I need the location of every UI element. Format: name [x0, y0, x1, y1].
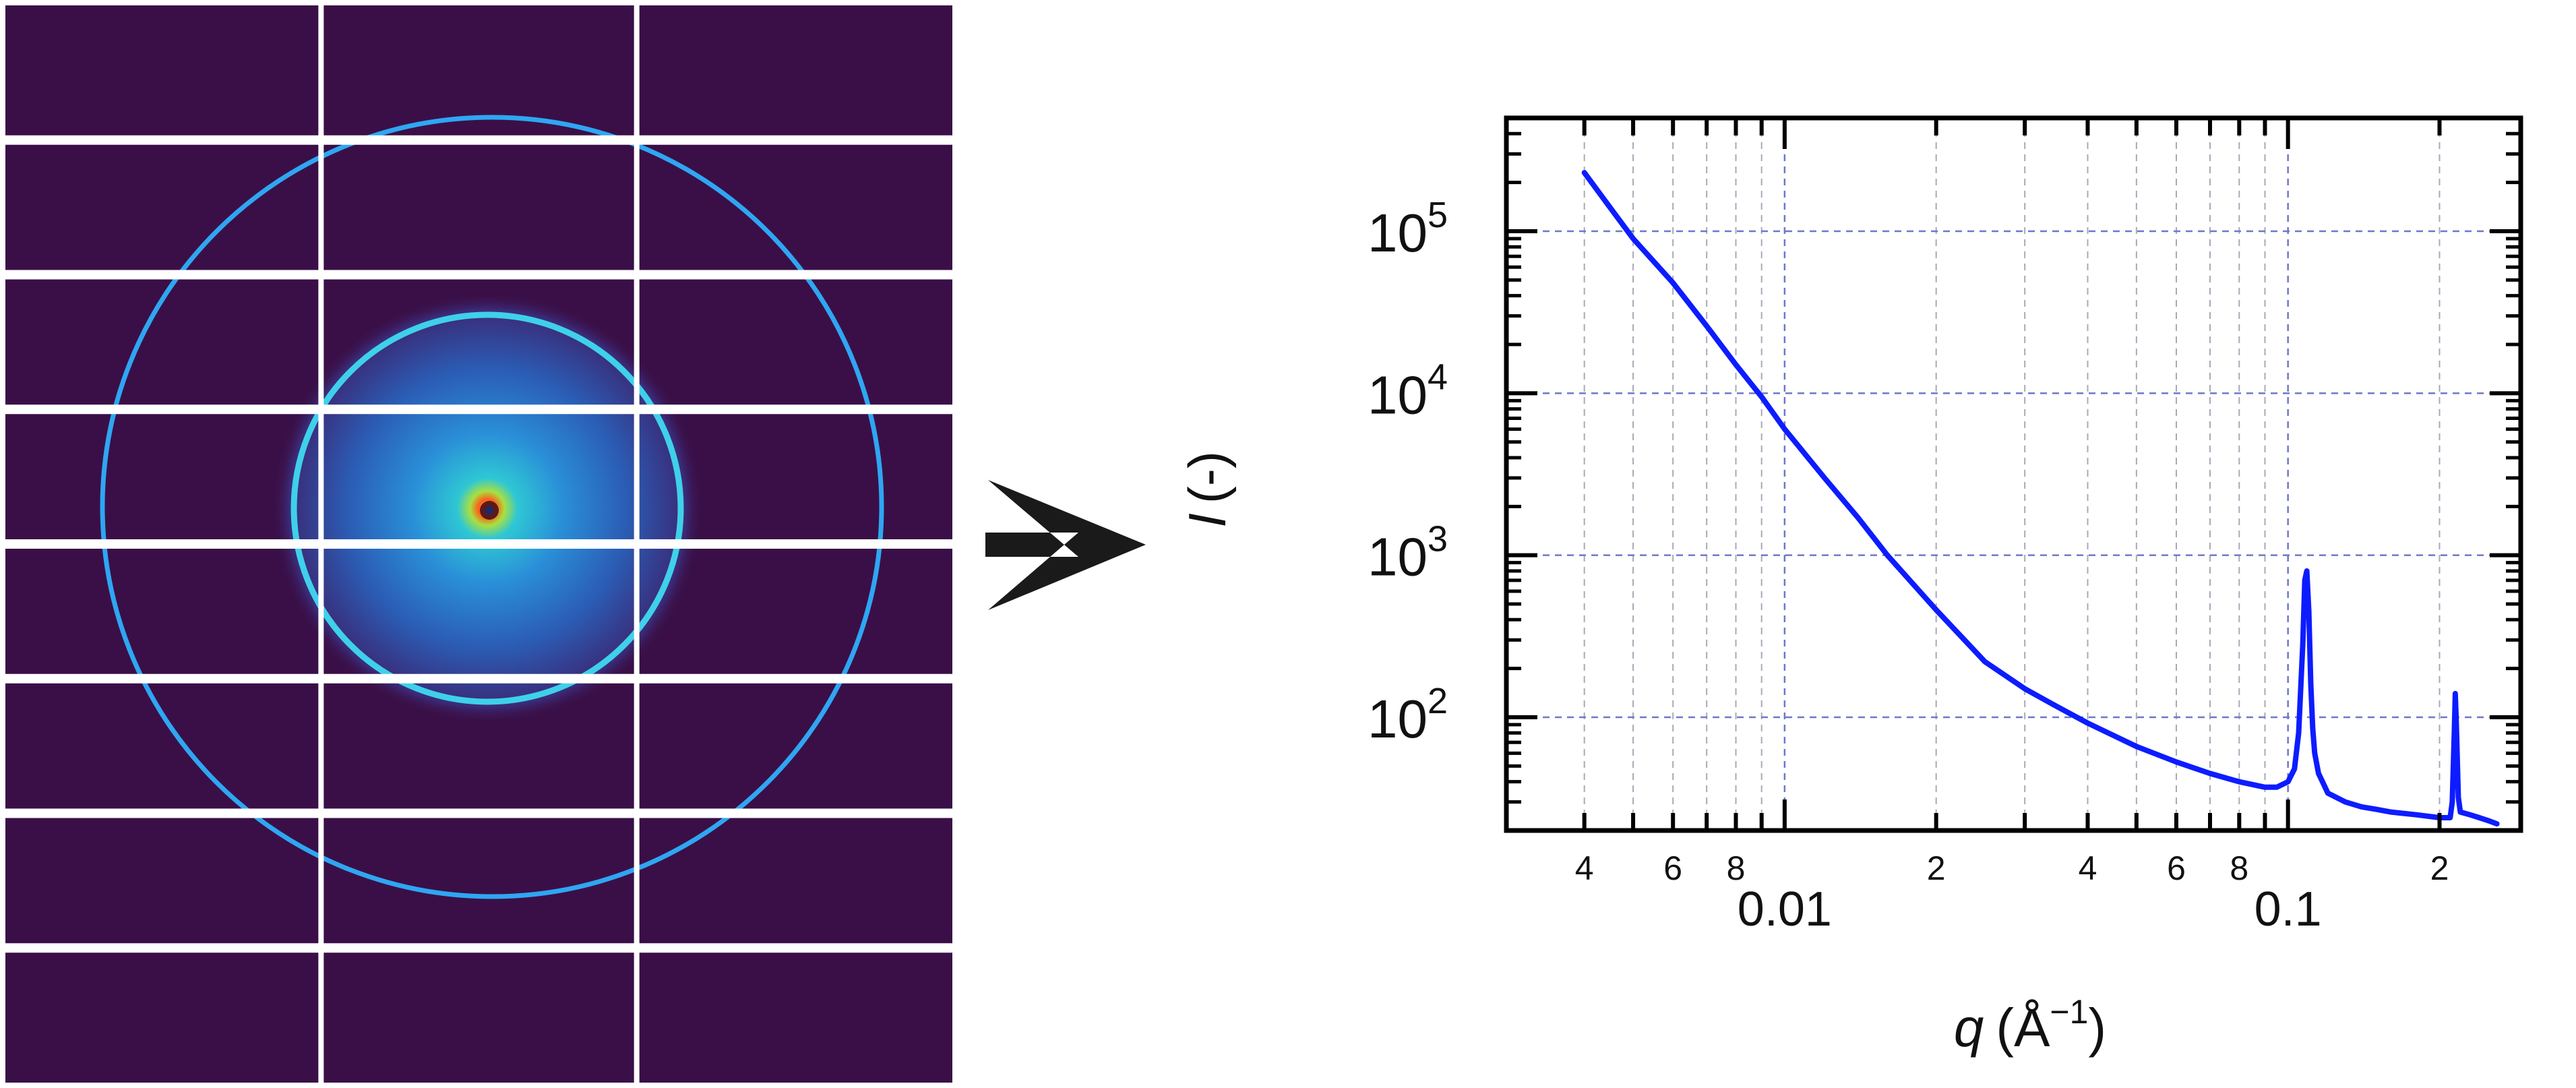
y-tick-label-base: 10 [1368, 527, 1428, 587]
x-minor-tick-label: 6 [1663, 849, 1682, 887]
detector-panel [5, 5, 952, 1083]
axis-ticks [1506, 116, 2521, 833]
x-major-tick-label: 0.1 [2255, 882, 2322, 936]
y-tick-label-base: 10 [1368, 365, 1428, 425]
outer-diffraction-ring [100, 115, 884, 899]
y-tick-label: 104 [1368, 357, 1448, 425]
module-gap-horizontal [5, 943, 952, 953]
module-gap-horizontal [5, 673, 952, 684]
beam-stop [485, 506, 493, 514]
y-axis-symbol: I [1177, 513, 1237, 528]
y-tick-label-base: 10 [1368, 203, 1428, 263]
chart-grid [1506, 118, 2521, 830]
y-tick-label-exponent: 2 [1428, 681, 1448, 721]
module-gap-horizontal [5, 808, 952, 818]
right-arrow-icon [985, 480, 1146, 610]
x-axis-symbol: q [1954, 998, 1984, 1058]
module-gap-horizontal [5, 135, 952, 145]
module-gap-horizontal [5, 539, 952, 549]
y-tick-label: 105 [1368, 195, 1448, 263]
x-major-tick-label: 0.01 [1738, 882, 1832, 936]
y-tick-label: 102 [1368, 681, 1448, 749]
x-axis-unit-exponent: −1 [2050, 993, 2088, 1031]
x-minor-tick-label: 6 [2167, 849, 2186, 887]
x-minor-tick-label: 4 [1575, 849, 1594, 887]
x-minor-tick-label: 8 [2230, 849, 2248, 887]
plot-frame [1504, 115, 2523, 833]
inner-diffraction-ring [290, 311, 684, 705]
intensity-curve [1581, 170, 2500, 827]
y-tick-label-exponent: 4 [1428, 357, 1448, 397]
x-axis-unit: (Å [1996, 998, 2050, 1058]
x-minor-tick-label: 8 [1727, 849, 1746, 887]
x-minor-tick-label: 2 [2430, 849, 2449, 887]
module-gap-horizontal [5, 270, 952, 280]
y-tick-label-exponent: 3 [1428, 519, 1448, 560]
y-axis-label: I (-) [1177, 451, 1237, 528]
y-tick-label: 103 [1368, 519, 1448, 587]
x-axis-unit-close: ) [2088, 998, 2106, 1058]
module-gap-horizontal [5, 404, 952, 415]
module-gaps [5, 5, 952, 1083]
x-minor-tick-label: 4 [2079, 849, 2097, 887]
x-axis-label: q (Å−1) [1954, 993, 2106, 1058]
x-minor-tick-label: 2 [1927, 849, 1946, 887]
y-tick-label-base: 10 [1368, 689, 1428, 749]
y-tick-label-exponent: 5 [1428, 195, 1448, 235]
y-axis-unit: (-) [1177, 451, 1237, 504]
